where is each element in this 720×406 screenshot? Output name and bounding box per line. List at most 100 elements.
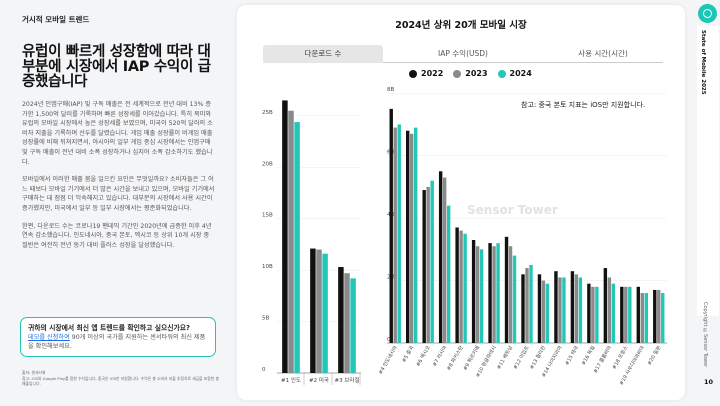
bar: [410, 133, 414, 343]
bar: [282, 100, 288, 373]
body-text: 2024년 인앱구매(IAP) 및 구독 매출은 전 세계적으로 전년 대비 1…: [22, 100, 216, 250]
bar: [562, 277, 566, 343]
x-tick-label: #4 인도네시아: [377, 344, 399, 376]
x-tick-label: #11 베트남: [495, 344, 514, 370]
bar: [636, 286, 640, 343]
bar: [504, 236, 509, 343]
chart-title: 2024년 상위 20개 모바일 시장: [395, 20, 527, 31]
tab-downloads[interactable]: 다운로드 수: [263, 45, 383, 63]
bar: [508, 246, 513, 343]
bar: [475, 246, 480, 343]
y-tick-label: 15B: [262, 213, 273, 219]
bar: [578, 277, 583, 343]
bar: [640, 293, 644, 343]
cta-rest: 90개 이상의 국가를 지원하는 센서타워의 최신 제품을 확인해보세요.: [28, 334, 206, 350]
tab-time-spent[interactable]: 사용 시간(시간): [578, 49, 628, 58]
page-headline: 유럽이 빠르게 성장함에 따라 대부분에 시장에서 IAP 수익이 급증했습니다: [22, 44, 211, 90]
metric-tabs: 다운로드 수 IAP 수익(USD) 사용 시간(시간): [263, 45, 663, 63]
bar: [611, 283, 616, 343]
y-tick-label: 0: [262, 367, 266, 373]
bar: [587, 283, 591, 343]
bar: [414, 127, 418, 344]
bar: [591, 286, 595, 343]
x-tick-label: #2 미국: [309, 376, 329, 384]
bar: [288, 110, 294, 373]
x-tick-label: #1 인도: [281, 377, 301, 384]
bar: [338, 267, 344, 373]
body-paragraph-2: 모바일에서 이러한 매출 붐을 일으킨 요인은 무엇일까요? 소비자들은 그 어…: [22, 176, 215, 212]
bar: [492, 246, 496, 343]
sensor-tower-watermark: Sensor Tower: [467, 203, 558, 217]
bar: [459, 230, 463, 343]
bar: [537, 274, 542, 343]
x-tick-label: #5 중국: [401, 345, 415, 364]
bar: [294, 122, 300, 374]
bar: [422, 190, 426, 343]
bar: [512, 255, 517, 343]
x-tick-label: #12 이집트: [512, 344, 531, 370]
bar: [488, 243, 492, 343]
bar: [574, 274, 579, 343]
cta-title: 귀하의 시장에서 최신 앱 트렌드를 확인하고 싶으신가요?: [28, 324, 190, 332]
y-tick-label: 0: [387, 337, 391, 343]
bar: [496, 243, 500, 343]
bar: [310, 248, 316, 373]
x-tick-label: #6 멕시코: [414, 344, 432, 368]
bar: [463, 233, 467, 343]
bar: [525, 268, 529, 343]
tab-iap-revenue[interactable]: IAP 수익(USD): [438, 49, 488, 58]
bar: [661, 293, 665, 343]
legend-dot-2023: [453, 69, 462, 78]
source-line-2: 참고: iOS와 Google Play를 합한 수치입니다. 중국은 iOS만…: [22, 375, 219, 387]
bar: [389, 108, 393, 343]
legend-item-2024: 2024: [497, 69, 532, 78]
x-tick-label: #20 일본: [646, 344, 663, 366]
report-title: State of Mobile 2025: [700, 30, 706, 95]
cta-box: 귀하의 시장에서 최신 앱 트렌드를 확인하고 싶으신가요? 데모를 신청하여 …: [20, 317, 216, 357]
bar: [322, 253, 328, 373]
bar: [446, 205, 451, 343]
body-paragraph-1: 2024년 인앱구매(IAP) 및 구독 매출은 전 세계적으로 전년 대비 1…: [22, 101, 213, 166]
chart-legend: 2022 2023 2024: [409, 69, 532, 78]
y-tick-label: 25B: [262, 110, 273, 116]
bar: [393, 127, 397, 344]
bar: [545, 283, 550, 343]
y-tick-label: 5B: [262, 316, 269, 322]
bar: [442, 177, 447, 343]
bar: [529, 264, 533, 343]
bar: [554, 271, 558, 343]
bar: [350, 278, 356, 373]
source-line-1: 출처: 센서타워: [22, 370, 46, 375]
sidebar-band: [697, 26, 719, 316]
sensor-tower-logo-icon: [698, 4, 717, 23]
x-tick-label: #18 프랑스: [611, 344, 630, 370]
x-tick-label: #13 필리핀: [528, 344, 547, 370]
legend-dot-2022: [409, 69, 417, 78]
x-tick-label: #16 독일: [580, 344, 597, 366]
bar: [624, 286, 628, 343]
legend-item-2022: 2022: [409, 69, 443, 78]
bar: [653, 289, 657, 343]
bar: [558, 277, 562, 343]
y-tick-label: 10B: [262, 264, 273, 270]
legend-dot-2024: [497, 69, 506, 78]
body-paragraph-3: 한편, 다운로드 수는 코로나19 팬데믹 기간인 2020년에 급증한 이후 …: [22, 222, 212, 249]
bar: [603, 268, 608, 343]
y-tick-label: 8B: [387, 87, 394, 93]
source-note: 출처: 센서타워 참고: iOS와 Google Play를 합한 수치입니다.…: [22, 370, 222, 387]
bar: [521, 274, 525, 343]
bar: [344, 273, 350, 373]
x-tick-label: #7 러시아: [431, 344, 449, 368]
bar: [316, 249, 322, 373]
bar: [595, 286, 599, 343]
demo-link[interactable]: 데모를 신청하여: [28, 334, 70, 341]
china-note: 참고: 중국 본토 지표는 iOS만 지원합니다.: [521, 101, 646, 109]
bar: [426, 186, 430, 343]
bar: [479, 249, 484, 343]
copyright: Copyright ©Sensor Tower: [702, 302, 708, 368]
bar: [406, 130, 410, 343]
bar: [438, 171, 443, 343]
bar: [607, 277, 612, 343]
legend-item-2023: 2023: [453, 69, 488, 78]
